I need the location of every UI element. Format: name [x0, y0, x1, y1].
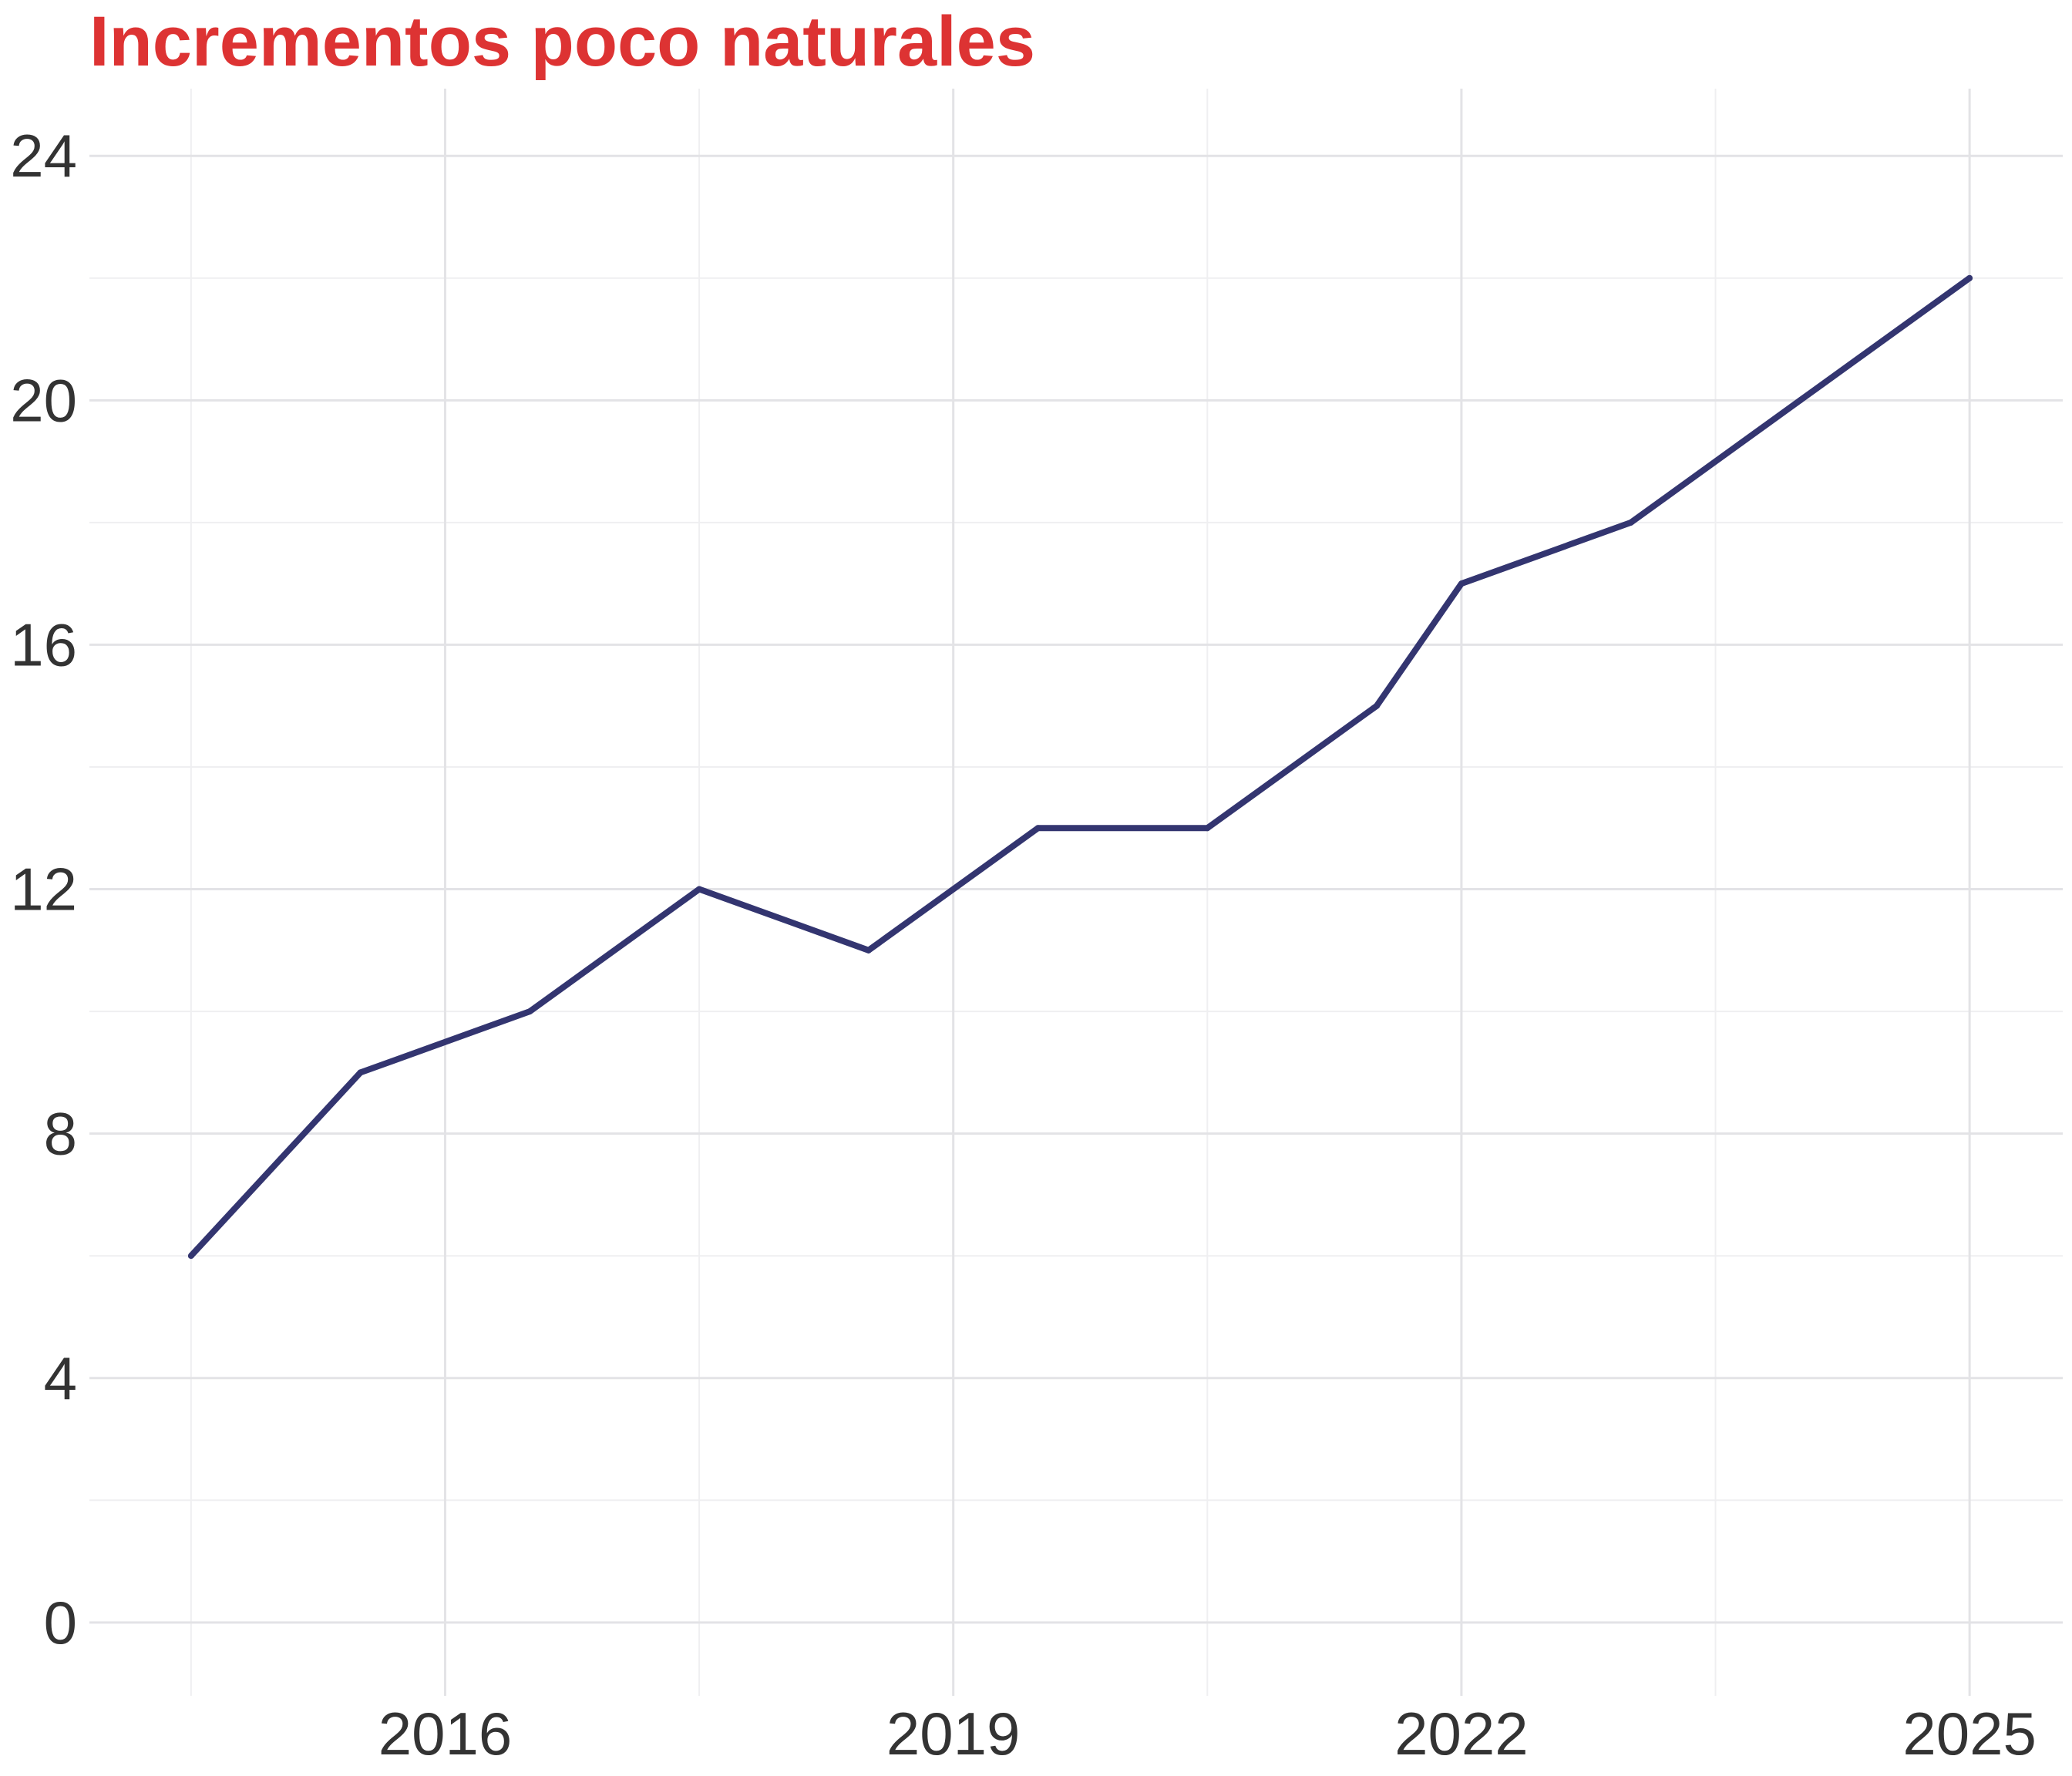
x-tick-label: 2025	[1902, 1700, 2037, 1768]
data-point	[187, 1253, 194, 1260]
series-line	[188, 275, 1972, 1258]
y-tick-label: 0	[44, 1589, 77, 1657]
y-tick-label: 20	[10, 366, 77, 434]
chart-title: Incrementos poco naturales	[89, 2, 1035, 81]
y-tick-label: 12	[10, 856, 77, 923]
y-tick-label: 4	[44, 1344, 77, 1412]
data-point	[1034, 825, 1041, 832]
data-point	[526, 1008, 533, 1015]
y-tick-label: 8	[44, 1100, 77, 1168]
data-point	[1374, 702, 1381, 709]
data-point	[696, 886, 703, 893]
x-tick-label: 2019	[886, 1700, 1021, 1768]
y-tick-label: 24	[10, 122, 77, 190]
series-layer	[187, 274, 1973, 1260]
data-point	[1797, 397, 1804, 404]
data-point	[357, 1069, 364, 1076]
data-point	[1966, 274, 1973, 281]
data-point	[1458, 580, 1465, 587]
y-axis: 0 4 8 12 16 20 24	[10, 122, 77, 1657]
x-tick-label: 2016	[378, 1700, 513, 1768]
y-tick-label: 16	[10, 610, 77, 678]
gridlines	[89, 89, 2063, 1696]
data-point	[1627, 519, 1634, 526]
data-point	[865, 947, 872, 954]
data-point	[1204, 825, 1211, 832]
x-axis: 2016 2019 2022 2025	[378, 1700, 2037, 1768]
x-tick-label: 2022	[1394, 1700, 1529, 1768]
